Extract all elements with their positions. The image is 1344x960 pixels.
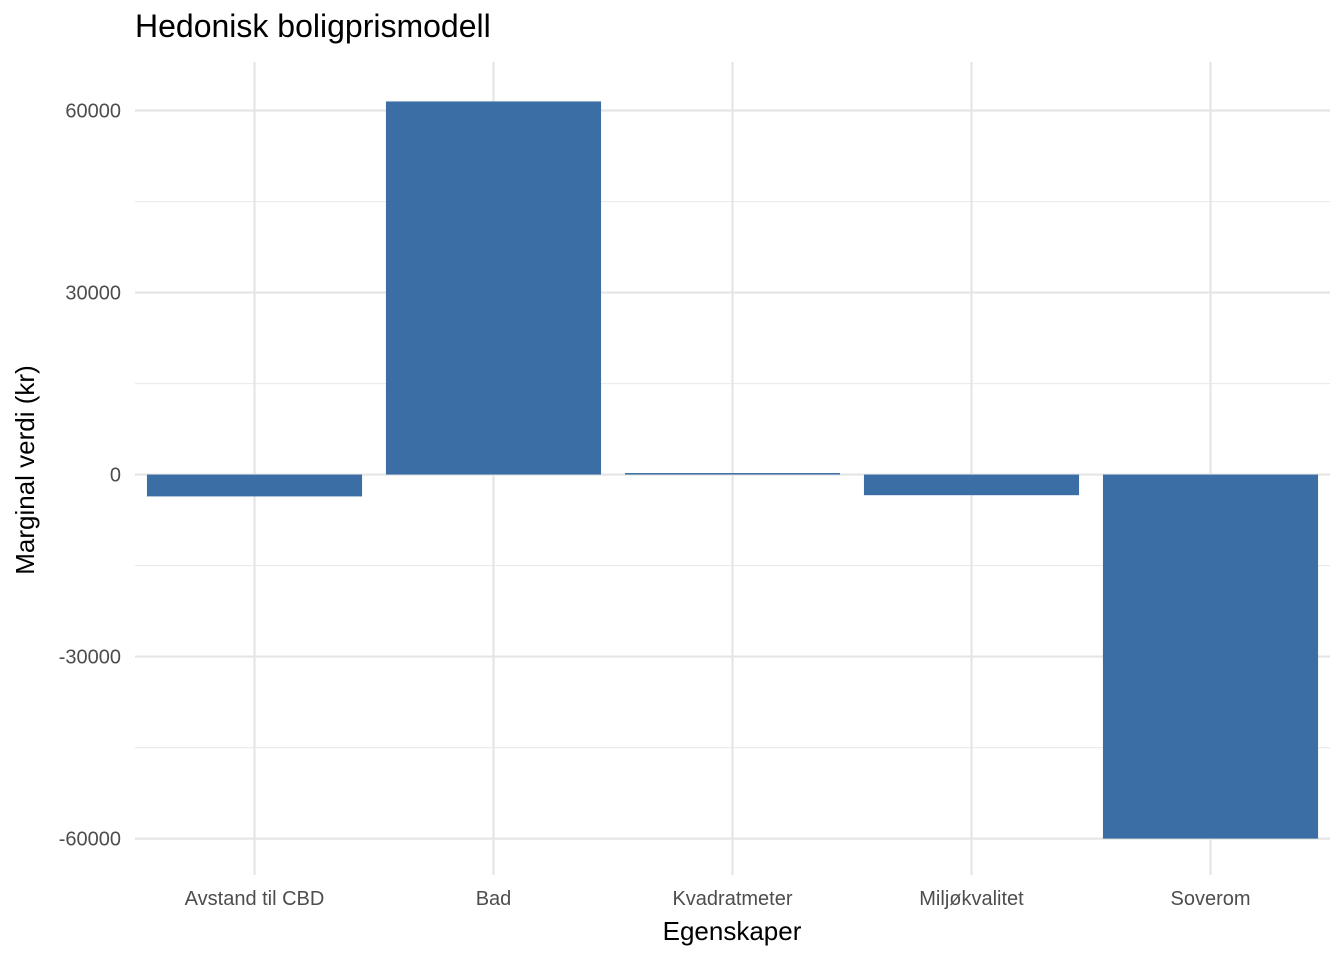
x-tick-label: Avstand til CBD	[185, 888, 325, 910]
chart-title: Hedonisk boligprismodell	[135, 8, 491, 44]
x-tick-label: Miljøkvalitet	[919, 888, 1024, 910]
y-axis-ticks: -60000 -30000 0 30000 60000	[59, 101, 121, 851]
bar	[1102, 474, 1319, 839]
bar	[863, 474, 1080, 496]
y-tick-label: 30000	[65, 283, 121, 305]
x-tick-label: Soverom	[1170, 888, 1250, 910]
bar	[385, 101, 602, 475]
y-tick-label: -30000	[59, 647, 121, 669]
x-tick-label: Kvadratmeter	[672, 888, 792, 910]
y-tick-label: 60000	[65, 101, 121, 123]
bars	[146, 101, 1319, 839]
y-tick-label: 0	[110, 465, 121, 487]
bar	[146, 474, 363, 497]
y-axis-title: Marginal verdi (kr)	[10, 365, 40, 575]
x-axis-ticks: Avstand til CBD Bad Kvadratmeter Miljøkvali…	[185, 888, 1251, 910]
x-axis-title: Egenskaper	[663, 916, 802, 946]
y-tick-label: -60000	[59, 829, 121, 851]
x-tick-label: Bad	[476, 888, 512, 910]
bar	[624, 473, 841, 475]
